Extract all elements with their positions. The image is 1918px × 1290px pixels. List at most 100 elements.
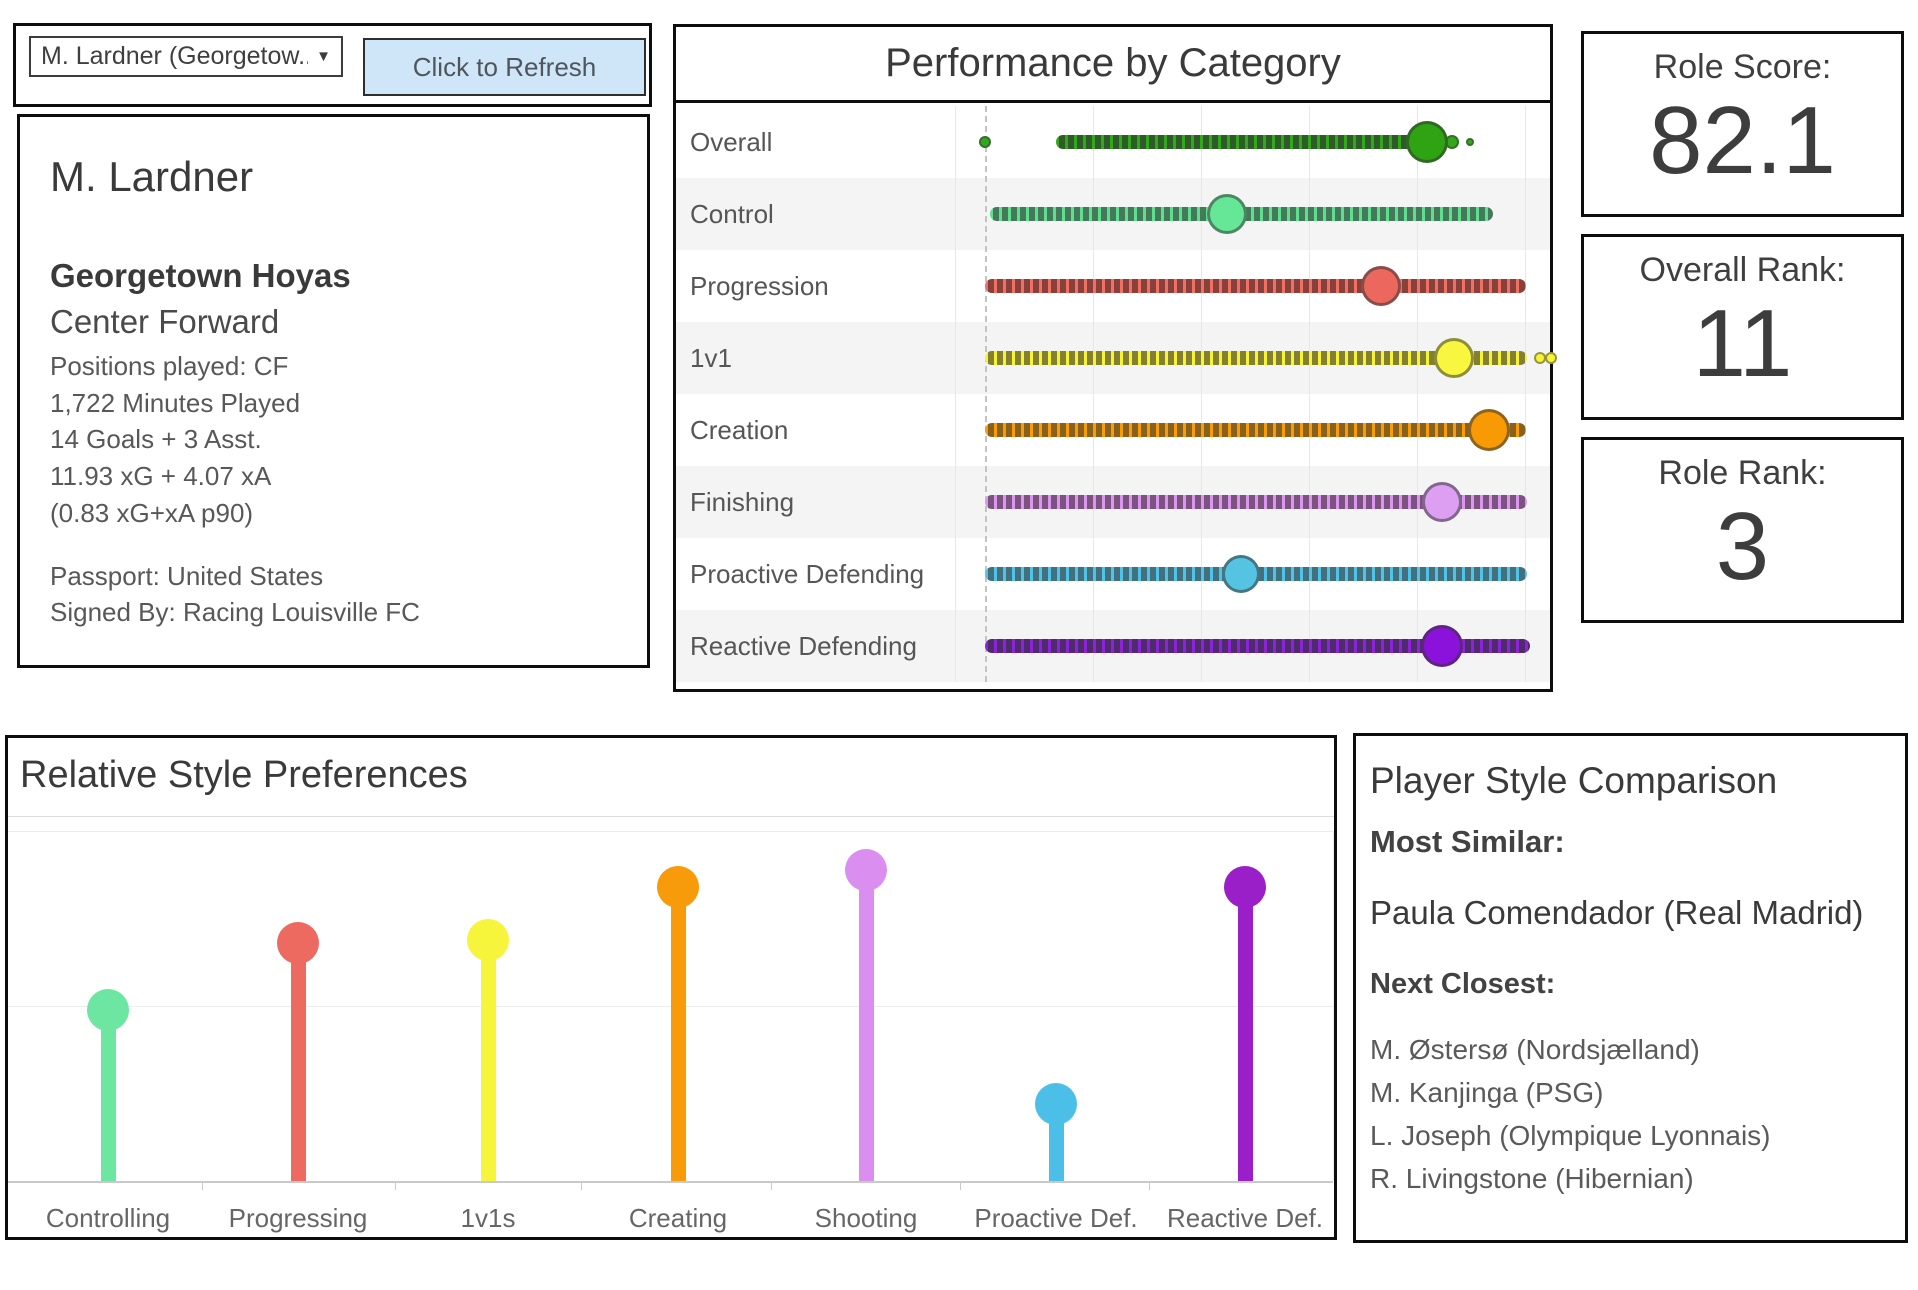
x-axis-line (8, 1181, 1333, 1183)
axis-tick (771, 1181, 772, 1190)
lollipop-stem[interactable] (670, 887, 686, 1181)
gridline (1417, 106, 1418, 682)
strip-row-label: Overall (690, 127, 773, 157)
gridline (1093, 106, 1094, 682)
player-team: Georgetown Hoyas (50, 257, 351, 294)
player-marker-dot[interactable] (1421, 625, 1463, 667)
distribution-strip[interactable] (1056, 135, 1440, 149)
x-axis-label: Controlling (45, 1203, 171, 1233)
strip-chart: Overall Control Progression 1v1 Creation Fini… (676, 106, 1557, 689)
player-signed-by: Signed By: Racing Louisville FC (50, 597, 420, 627)
refresh-button[interactable]: Click to Refresh (363, 38, 646, 96)
role-score-value: 82.1 (1649, 87, 1836, 194)
distribution-strip[interactable] (985, 495, 1527, 509)
strip-row-label: Creation (690, 415, 789, 445)
performance-title: Performance by Category (676, 27, 1550, 103)
lollipop-stem[interactable] (858, 869, 874, 1181)
overall-rank-value: 11 (1692, 290, 1793, 397)
plot-right-border (1333, 831, 1334, 1181)
lollipop-dot[interactable] (467, 918, 509, 961)
player-card: M. Lardner Georgetown Hoyas Center Forwa… (17, 114, 650, 668)
player-positions: Positions played: CF (50, 351, 289, 381)
axis-tick (202, 1181, 203, 1190)
next-closest-player: L. Joseph (Olympique Lyonnais) (1370, 1120, 1771, 1151)
strip-row-label: Reactive Defending (690, 631, 917, 661)
lollipop-stem[interactable] (1237, 887, 1253, 1181)
x-axis-label: Shooting (814, 1203, 918, 1233)
next-closest-player: M. Østersø (Nordsjælland) (1370, 1034, 1700, 1065)
player-marker-dot[interactable] (1406, 121, 1448, 163)
player-name: M. Lardner (50, 153, 254, 200)
role-rank-box: Role Rank: 3 (1581, 437, 1904, 623)
axis-tick (1149, 1181, 1150, 1190)
divider (8, 816, 1334, 817)
gridline (8, 831, 1333, 832)
lollipop-stem[interactable] (100, 1009, 116, 1181)
overall-rank-box: Overall Rank: 11 (1581, 234, 1904, 420)
lollipop-stem[interactable] (480, 939, 496, 1181)
x-axis-label: Reactive Def. (1166, 1203, 1324, 1233)
player-marker-dot[interactable] (1207, 194, 1247, 234)
most-similar-label: Most Similar: (1370, 824, 1565, 859)
overall-rank-label: Overall Rank: (1639, 251, 1846, 289)
x-axis-label: Progressing (228, 1203, 368, 1233)
comparison-title: Player Style Comparison (1370, 760, 1778, 801)
lollipop-dot[interactable] (1035, 1083, 1077, 1125)
lollipop-dot[interactable] (87, 988, 129, 1031)
axis-tick (581, 1181, 582, 1190)
player-marker-dot[interactable] (1422, 482, 1462, 522)
style-preferences-title: Relative Style Preferences (20, 754, 468, 796)
role-score-box: Role Score: 82.1 (1581, 31, 1904, 217)
player-role: Center Forward (50, 303, 280, 340)
role-rank-label: Role Rank: (1658, 454, 1827, 492)
lollipop-dot[interactable] (1224, 866, 1266, 908)
strip-outlier-dot[interactable] (979, 136, 991, 148)
lollipop-chart: Controlling Progressing 1v1s Creating Shooti… (8, 738, 1334, 1237)
gridline (1525, 106, 1526, 682)
player-select-value: M. Lardner (Georgetow... (41, 42, 309, 70)
axis-tick (960, 1181, 961, 1190)
axis-tick (395, 1181, 396, 1190)
strip-outlier-dot[interactable] (1545, 352, 1557, 364)
distribution-strip[interactable] (985, 279, 1526, 293)
gridline (955, 106, 956, 682)
player-select-dropdown[interactable]: M. Lardner (Georgetow... ▼ (29, 36, 343, 77)
player-marker-dot[interactable] (1361, 266, 1401, 306)
player-passport: Passport: United States (50, 561, 324, 591)
refresh-button-label: Click to Refresh (412, 51, 597, 82)
reference-dashed-line (985, 106, 987, 682)
strip-row-label: Control (690, 199, 774, 229)
distribution-strip[interactable] (985, 351, 1527, 365)
player-marker-dot[interactable] (1468, 409, 1510, 451)
strip-row-label: Finishing (690, 487, 795, 517)
most-similar-player: Paula Comendador (Real Madrid) (1370, 894, 1864, 931)
lollipop-dot[interactable] (845, 848, 887, 891)
next-closest-player: M. Kanjinga (PSG) (1370, 1077, 1604, 1108)
next-closest-label: Next Closest: (1370, 968, 1556, 1000)
gridline (1201, 106, 1202, 682)
strip-row-label: Progression (690, 271, 829, 301)
x-axis-label: 1v1s (460, 1203, 516, 1233)
filter-bar: M. Lardner (Georgetow... ▼ Click to Refr… (13, 23, 652, 107)
lollipop-stem[interactable] (290, 943, 306, 1181)
strip-row-label: 1v1 (690, 343, 732, 373)
strip-outlier-dot[interactable] (1466, 138, 1474, 146)
distribution-strip[interactable] (985, 639, 1530, 653)
player-xg: 11.93 xG + 4.07 xA (50, 461, 272, 491)
chevron-down-icon: ▼ (316, 48, 331, 65)
style-preferences-panel: Relative Style Preferences Controlling Pr… (5, 735, 1337, 1240)
player-minutes: 1,722 Minutes Played (50, 388, 301, 418)
player-goals: 14 Goals + 3 Asst. (50, 424, 262, 454)
comparison-panel: Player Style Comparison Most Similar: Pa… (1353, 733, 1908, 1243)
player-xg-p90: (0.83 xG+xA p90) (50, 498, 254, 528)
role-rank-value: 3 (1715, 493, 1770, 600)
player-marker-dot[interactable] (1222, 555, 1260, 593)
strip-row-label: Proactive Defending (690, 559, 925, 589)
player-marker-dot[interactable] (1434, 338, 1474, 378)
lollipop-dot[interactable] (277, 922, 319, 964)
gridline (1309, 106, 1310, 682)
performance-panel: Performance by Category Overall Control Pr… (673, 24, 1557, 692)
distribution-strip[interactable] (985, 423, 1526, 437)
lollipop-dot[interactable] (657, 866, 699, 908)
